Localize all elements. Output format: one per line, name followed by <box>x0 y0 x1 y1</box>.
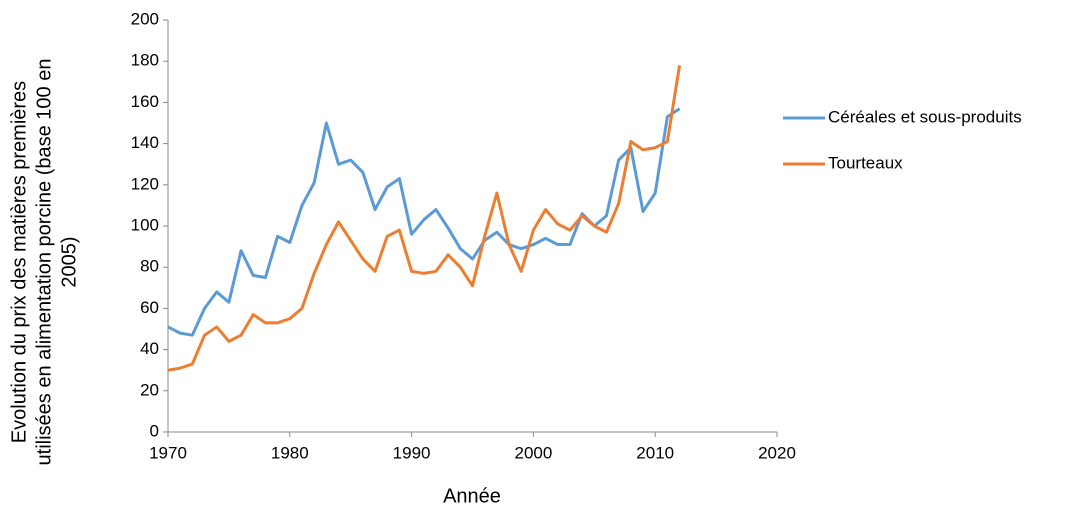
y-tick-label: 120 <box>131 174 159 193</box>
x-tick-label: 2010 <box>636 443 674 462</box>
x-tick-label: 2000 <box>514 443 552 462</box>
series-line <box>167 107 681 337</box>
x-tick-label: 1990 <box>393 443 431 462</box>
x-axis-label: Année <box>443 485 501 507</box>
y-axis-label: Evolution du prix des matières premières… <box>8 58 81 466</box>
y-tick-label: 80 <box>140 257 159 276</box>
y-tick-label: 20 <box>140 380 159 399</box>
y-tick-label: 0 <box>150 421 159 440</box>
x-tick-label: 2020 <box>758 443 796 462</box>
series-line <box>167 65 682 372</box>
legend-label: Céréales et sous-produits <box>828 107 1022 126</box>
y-tick-label: 180 <box>131 51 159 70</box>
y-tick-label: 140 <box>131 133 159 152</box>
y-tick-label: 60 <box>140 298 159 317</box>
legend-label: Tourteaux <box>828 153 903 172</box>
y-tick-label: 200 <box>131 9 159 28</box>
x-tick-label: 1970 <box>149 443 187 462</box>
x-tick-label: 1980 <box>271 443 309 462</box>
y-tick-label: 40 <box>140 339 159 358</box>
y-tick-label: 160 <box>131 92 159 111</box>
y-tick-label: 100 <box>131 215 159 234</box>
